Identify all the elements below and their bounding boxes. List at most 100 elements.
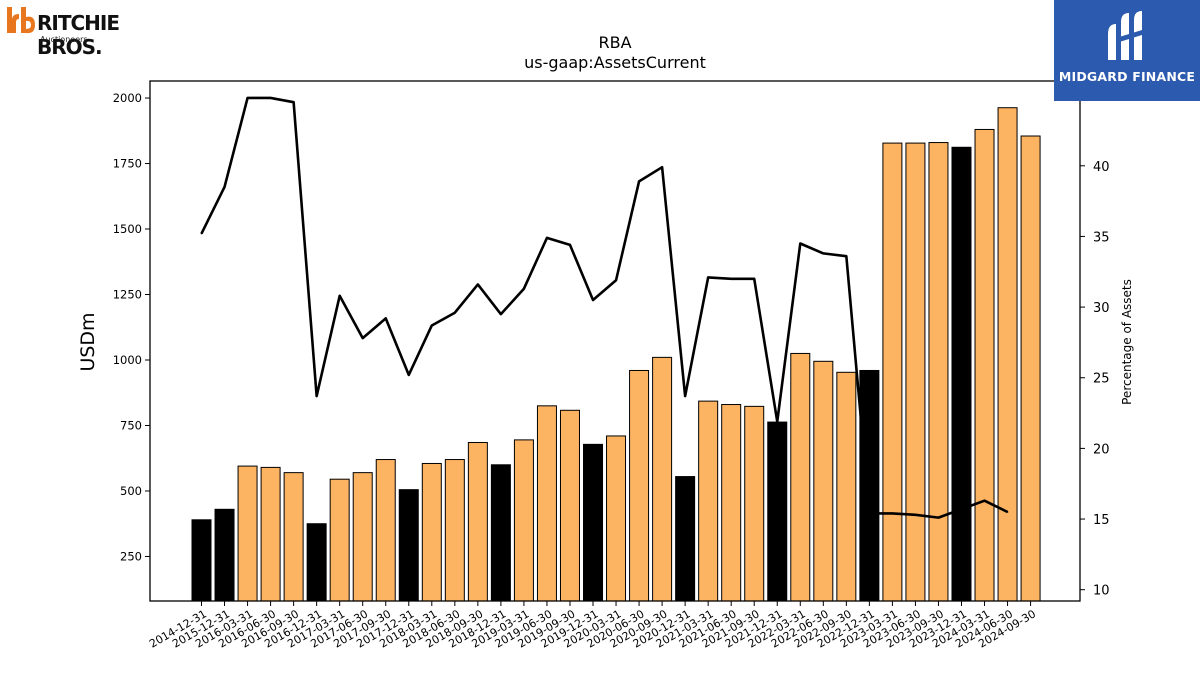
line-point [937,516,940,519]
bar [375,459,396,602]
bar [490,464,511,602]
bar [813,360,834,602]
bar [191,519,212,602]
line-point [384,317,387,320]
line-point [868,512,871,515]
logo-name: MIDGARD FINANCE [1058,69,1196,84]
bar [675,476,696,602]
line-point [246,97,249,99]
axes: 250 500 750 1000 1250 1500 1750 2000 10 15 20 25 30 3… [113,80,1110,651]
y-axis-label: USDm [77,312,99,371]
bar [744,405,765,602]
bar [928,142,949,602]
y-tick-label: 1000 [113,353,142,367]
bar [536,405,557,602]
bar [467,442,488,602]
logo-name: RITCHIE BROS. [37,11,120,59]
logo-subtext: Auctioneers [40,35,88,44]
bar [629,369,650,602]
line-point [776,420,779,423]
line-point [592,299,594,301]
bar [444,459,465,602]
bar [721,404,742,602]
bar [974,128,995,602]
y2-axis-label: Percentage of Assets [1120,279,1134,405]
ritchie-bros-logo: RITCHIE BROS. Auctioneers [4,4,174,59]
y-tick-label: 750 [120,418,142,432]
line-point [615,279,617,282]
bar [698,400,719,602]
chart-subtitle: us-gaap:AssetsCurrent [524,53,706,72]
bar [951,146,972,602]
line-point [891,512,894,515]
y-tick-label: 1750 [113,157,142,171]
line-point [200,232,203,235]
line-point [1006,511,1009,513]
bar [652,356,673,602]
line-point [638,180,640,183]
line-point [523,287,525,290]
bar [283,472,304,602]
bar [559,409,580,602]
line-point [845,255,848,258]
percentage-line-layer [200,96,1009,519]
bar [836,371,857,602]
line-point [822,252,825,255]
line-point [454,311,456,314]
midgard-finance-logo: MIDGARD FINANCE [1054,0,1200,101]
bar [583,443,604,602]
bar [882,142,903,602]
line-point [292,101,295,103]
line-point [983,499,986,502]
y2-tick-label: 20 [1093,442,1110,457]
bar [513,439,534,602]
bar [306,523,327,602]
bar [260,466,281,602]
line-point [338,294,341,297]
line-point [477,283,479,286]
line-point [407,374,410,376]
line-point [500,313,502,315]
midgard-mark-icon [1108,11,1142,60]
bar [237,465,258,602]
line-point [730,278,732,280]
bar [421,462,442,602]
bar [352,472,373,602]
line-point [960,508,963,510]
line-point [914,514,917,516]
y2-tick-label: 15 [1093,513,1110,528]
line-point [707,276,709,279]
bar [905,142,926,602]
y-tick-label: 1250 [113,288,142,302]
bar [859,369,880,602]
bar [398,489,419,602]
chart-title: RBA [598,33,631,52]
line-point [269,97,272,99]
line-point [223,186,226,188]
y-tick-label: 500 [120,484,142,498]
y-tick-label: 250 [120,549,142,563]
line-point [753,278,756,280]
percentage-line [200,96,1009,519]
y-tick-label: 2000 [113,91,142,105]
bar [329,478,350,602]
y2-tick-label: 10 [1093,584,1110,599]
bar [767,421,788,602]
bar [790,352,811,602]
bar [214,508,235,602]
line-point [799,242,802,245]
y2-tick-label: 40 [1093,160,1110,175]
y2-tick-label: 35 [1093,230,1110,245]
line-point [315,395,318,397]
rb-mark-icon [7,7,35,34]
line-point [361,337,364,339]
line-point [684,395,686,397]
bar [606,435,627,602]
bar [1020,135,1041,602]
line-point [661,166,663,168]
line-point [569,244,571,246]
y2-tick-label: 30 [1093,301,1110,316]
line-point [431,324,433,327]
bars [191,107,1041,602]
